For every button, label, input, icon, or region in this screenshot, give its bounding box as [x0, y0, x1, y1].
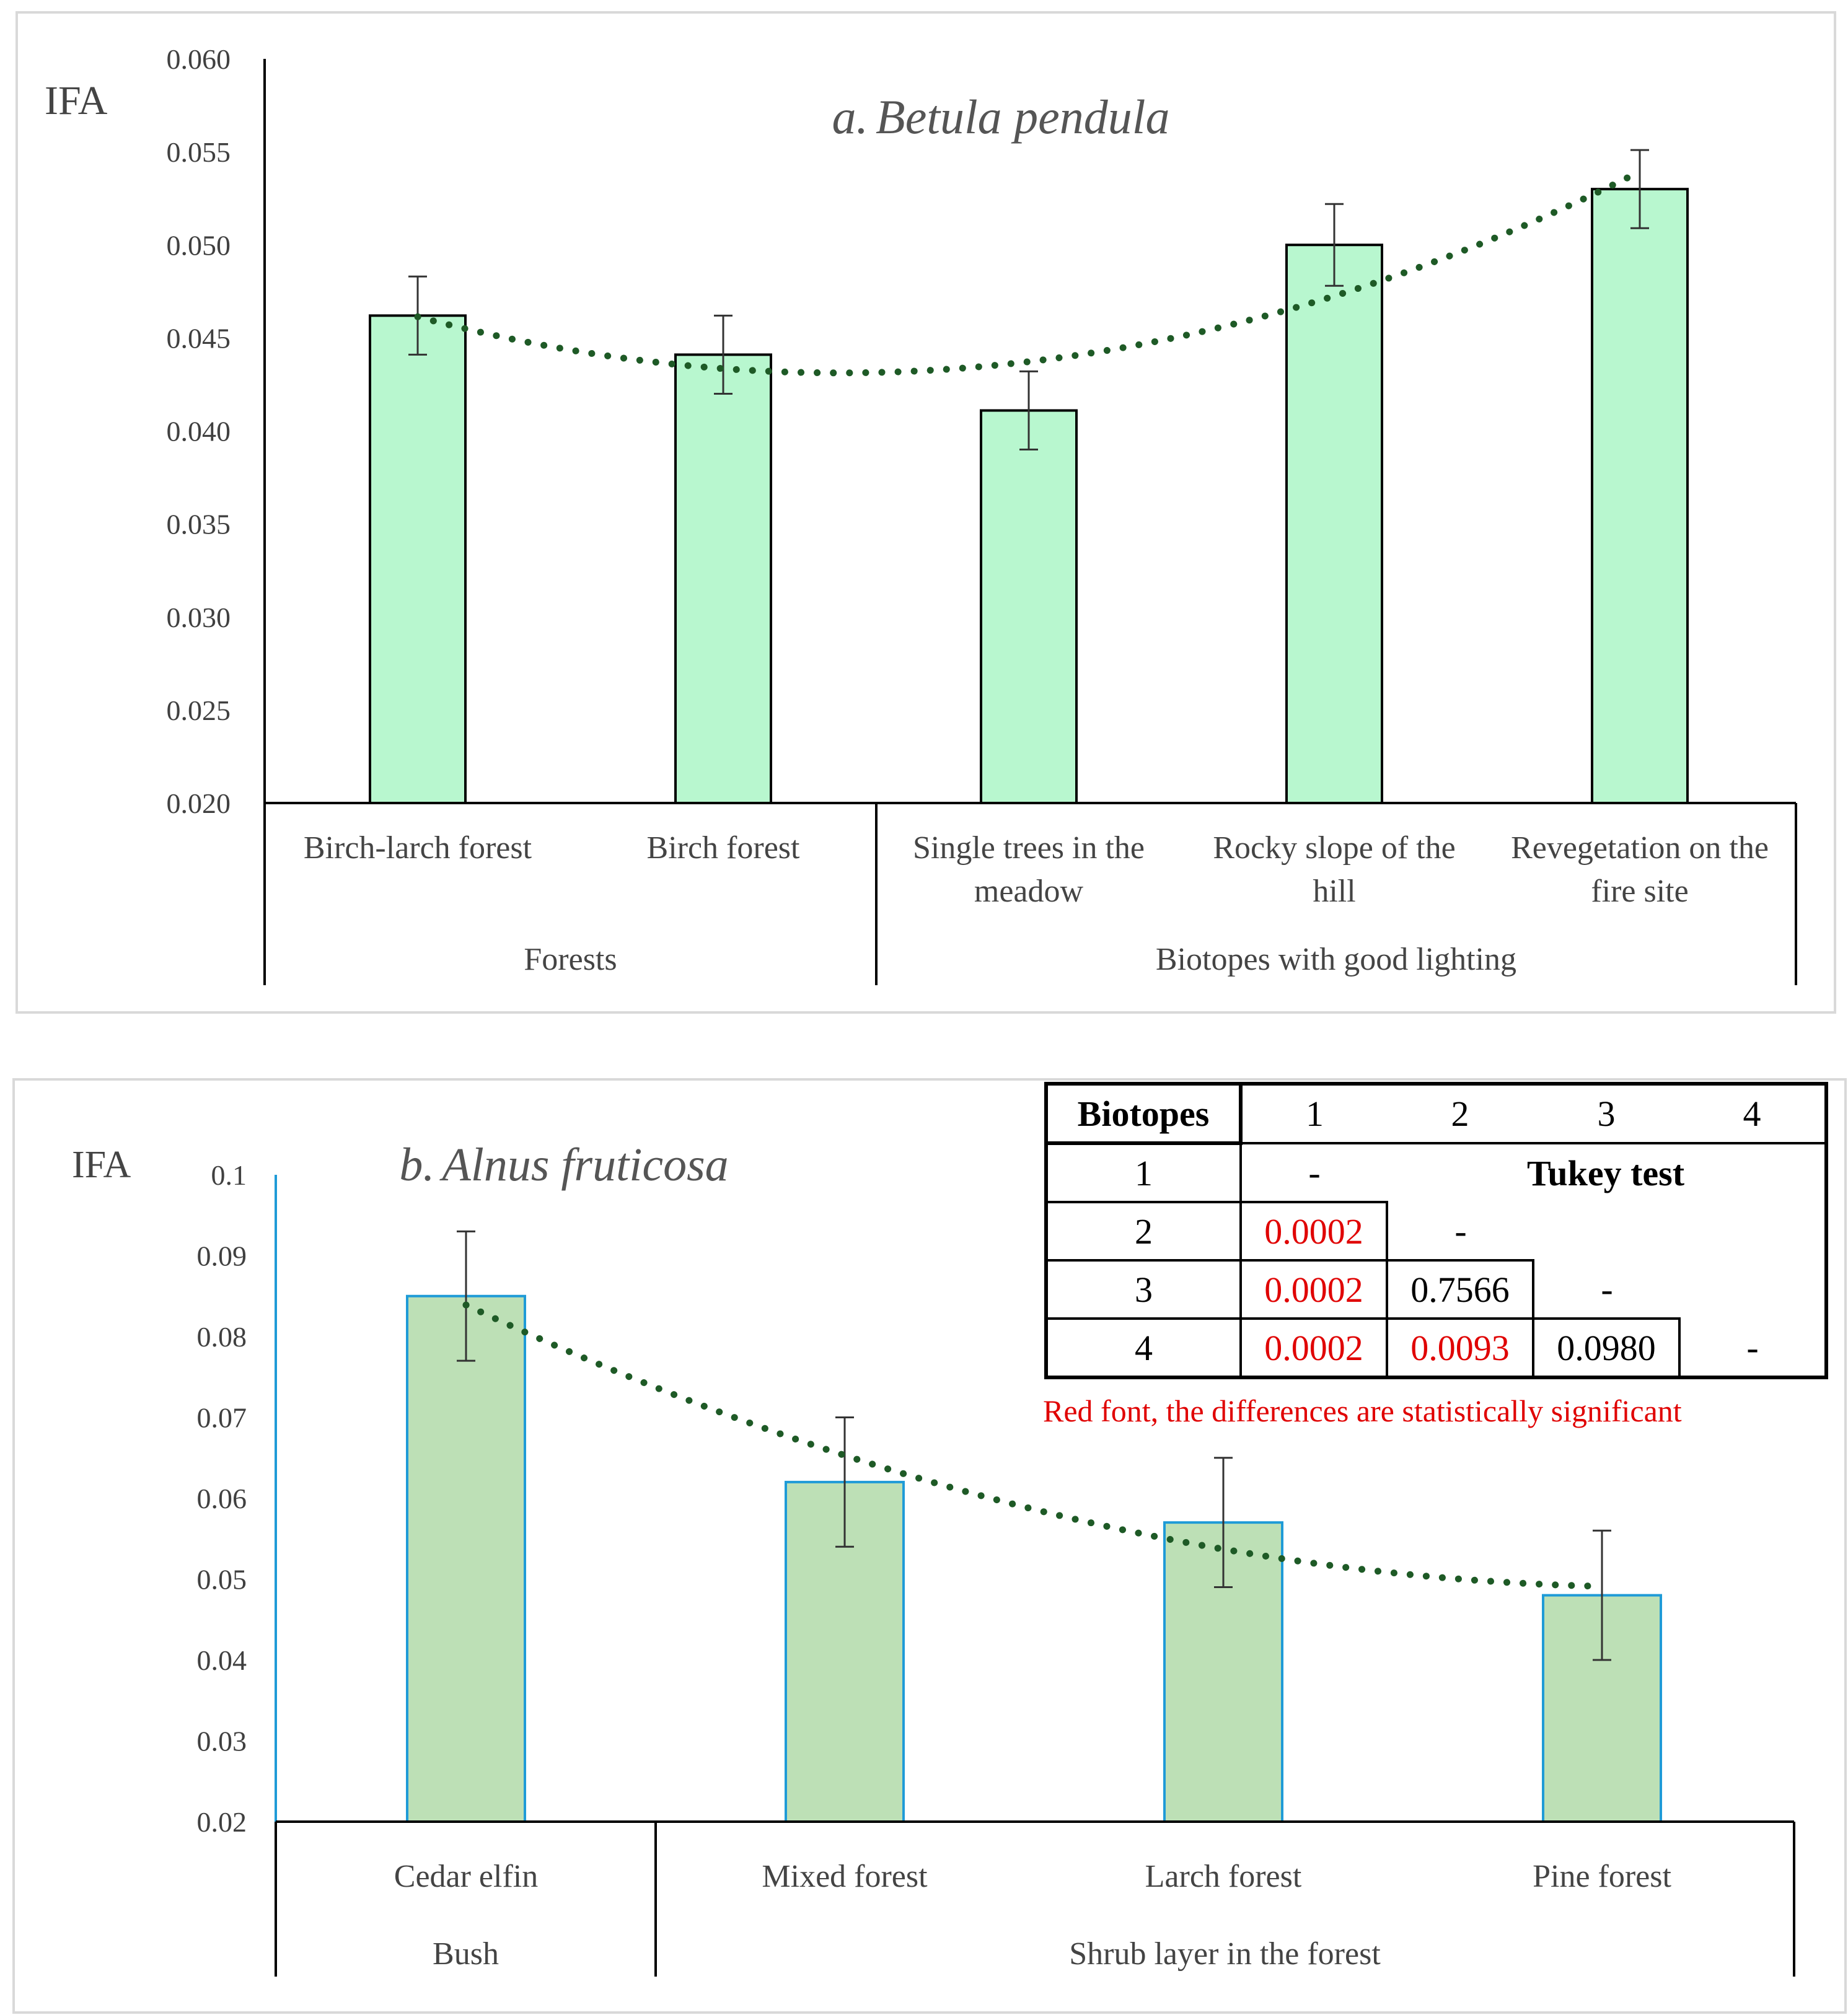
- tukey-row-3: 3 0.0002 0.7566 -: [1044, 1259, 1828, 1320]
- chart-a-ytick-label: 0.020: [167, 788, 231, 819]
- tukey-cell-significant: 0.0093: [1386, 1317, 1534, 1379]
- chart-a-ytick-label: 0.035: [167, 509, 231, 540]
- chart-a-group-label: Biotopes with good lighting: [1156, 942, 1516, 977]
- chart-a-title: a. Betula pendula: [832, 90, 1170, 144]
- chart-b-x-tick-label: Mixed forest: [762, 1859, 928, 1894]
- chart-b-ytick-label: 0.04: [197, 1644, 247, 1676]
- chart-a-ytick-label: 0.050: [167, 229, 231, 261]
- chart-b-group-label: Bush: [433, 1936, 499, 1972]
- tukey-table: Biotopes 1 2 3 4 1 - Tukey test 2 0.0002…: [1044, 1082, 1828, 1379]
- tukey-header-label: Biotopes: [1044, 1082, 1243, 1145]
- chart-b-title: b. Alnus fruticosa: [399, 1139, 728, 1191]
- tukey-cell-significant: 0.0002: [1239, 1259, 1388, 1320]
- tukey-col-3: 3: [1533, 1082, 1679, 1143]
- chart-a-x-tick-label: Rocky slope of the: [1213, 830, 1455, 866]
- chart-b-ytick-label: 0.05: [197, 1564, 247, 1596]
- chart-a-x-tick-label: hill: [1313, 874, 1355, 909]
- chart-a-title-prefix: a.: [832, 90, 869, 144]
- chart-a-ylabel: IFA: [45, 78, 108, 123]
- tukey-cell: -: [1679, 1319, 1828, 1379]
- chart-b-x-tick-label: Cedar elfin: [394, 1859, 538, 1894]
- tukey-row-4: 4 0.0002 0.0093 0.0980 -: [1044, 1317, 1828, 1379]
- chart-b-ytick-label: 0.09: [197, 1240, 247, 1272]
- chart-a-x-tick-label: Single trees in the: [913, 830, 1145, 866]
- chart-b-ytick-label: 0.1: [211, 1159, 247, 1191]
- chart-a-bar: [980, 409, 1078, 804]
- tukey-col-4: 4: [1679, 1082, 1828, 1143]
- chart-b-ytick-label: 0.06: [197, 1483, 247, 1514]
- tukey-cell: -: [1241, 1142, 1387, 1202]
- chart-a-x-tick-label: fire site: [1591, 874, 1688, 909]
- tukey-cell: 0.0980: [1532, 1317, 1681, 1379]
- chart-b-group-label: Shrub layer in the forest: [1069, 1936, 1381, 1972]
- chart-b-bar: [406, 1294, 526, 1823]
- chart-b-title-species: Alnus fruticosa: [439, 1139, 728, 1191]
- chart-a-bar: [1591, 188, 1689, 804]
- tukey-caption: Tukey test: [1387, 1142, 1828, 1202]
- chart-b-ylabel: IFA: [72, 1144, 131, 1186]
- chart-a-group-label: Forests: [524, 942, 617, 977]
- tukey-row-label: 3: [1044, 1259, 1242, 1320]
- chart-a-x-tick-label: meadow: [974, 874, 1084, 909]
- chart-a-ytick-label: 0.040: [167, 416, 231, 447]
- chart-a-ytick-label: 0.060: [167, 43, 231, 75]
- chart-a-x-tick-label: Birch forest: [647, 830, 800, 866]
- chart-a-ytick-label: 0.045: [167, 322, 231, 354]
- tukey-row-label: 4: [1044, 1317, 1242, 1379]
- tukey-cell: -: [1601, 1268, 1613, 1309]
- chart-a-bar: [1285, 244, 1383, 804]
- tukey-row-2: 2 0.0002 -: [1044, 1201, 1828, 1262]
- tukey-row-label: 2: [1044, 1201, 1242, 1262]
- chart-a-title-species: Betula pendula: [876, 90, 1169, 144]
- tukey-col-2: 2: [1387, 1082, 1533, 1143]
- tukey-cell: 0.7566: [1386, 1259, 1534, 1320]
- chart-a-ytick-label: 0.030: [167, 602, 231, 633]
- chart-b-trendline: [462, 1301, 1606, 1590]
- tukey-cell-significant: 0.0002: [1239, 1317, 1388, 1379]
- tukey-row-1: 1 - Tukey test: [1044, 1142, 1828, 1203]
- tukey-row-label: 1: [1044, 1142, 1242, 1203]
- chart-b-ytick-label: 0.03: [197, 1726, 247, 1757]
- chart-a-bar: [674, 353, 772, 804]
- chart-b-ytick-label: 0.07: [197, 1402, 247, 1434]
- chart-a-ytick-label: 0.055: [167, 136, 231, 168]
- chart-a-bar: [369, 314, 467, 805]
- tukey-header-row: Biotopes 1 2 3 4: [1044, 1082, 1828, 1145]
- chart-b-ytick-label: 0.02: [197, 1806, 247, 1838]
- chart-b-ytick-label: 0.08: [197, 1321, 247, 1353]
- chart-a-x-tick-label: Revegetation on the: [1511, 830, 1769, 866]
- tukey-cell: -: [1454, 1210, 1467, 1251]
- chart-b-title-prefix: b.: [399, 1139, 434, 1191]
- tukey-col-1: 1: [1241, 1082, 1387, 1143]
- chart-a-x-tick-label: Birch-larch forest: [304, 830, 532, 866]
- chart-a-trendline: [414, 168, 1643, 377]
- panel-b-frame: [12, 1078, 1847, 2014]
- chart-a-ytick-label: 0.025: [167, 695, 231, 726]
- tukey-note: Red font, the differences are statistica…: [1043, 1394, 1682, 1428]
- tukey-cell-significant: 0.0002: [1239, 1201, 1388, 1262]
- chart-b-x-tick-label: Pine forest: [1533, 1859, 1671, 1894]
- panel-a-frame: [15, 11, 1836, 1014]
- chart-b-x-tick-label: Larch forest: [1145, 1859, 1302, 1894]
